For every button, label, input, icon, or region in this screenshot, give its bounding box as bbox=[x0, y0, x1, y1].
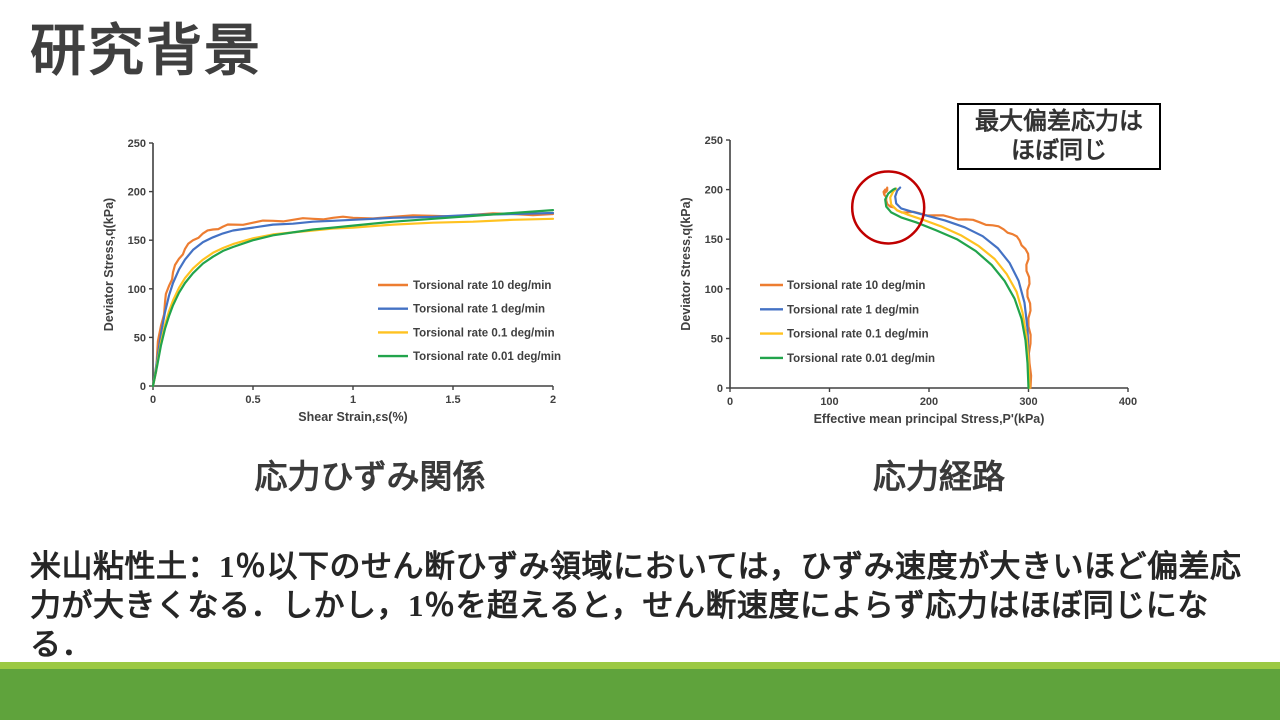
legend-label: Torsional rate 0.01 deg/min bbox=[787, 353, 935, 365]
legend-label: Torsional rate 10 deg/min bbox=[413, 280, 551, 292]
body-text: 米山粘性土：1％以下のせん断ひずみ領域においては，ひずみ速度が大きいほど偏差応力… bbox=[30, 549, 1242, 662]
caption-stress-strain: 応力ひずみ関係 bbox=[254, 460, 486, 496]
annotation-box: 最大偏差応力は ほぼ同じ bbox=[957, 103, 1161, 170]
x-tick-label: 100 bbox=[820, 396, 838, 408]
y-tick-label: 200 bbox=[705, 185, 723, 197]
axes bbox=[729, 140, 1128, 389]
series-line bbox=[889, 187, 1031, 390]
legend-label: Torsional rate 10 deg/min bbox=[787, 280, 925, 292]
series-line bbox=[151, 211, 555, 388]
legend-label: Torsional rate 1 deg/min bbox=[787, 304, 919, 316]
y-axis-label: Deviator Stress,q(kPa) bbox=[102, 198, 116, 331]
annotation-line-1: 最大偏差応力は bbox=[975, 109, 1143, 135]
x-tick-label: 0 bbox=[727, 396, 733, 408]
x-tick-label: 2 bbox=[550, 394, 556, 406]
x-tick-label: 0 bbox=[150, 394, 156, 406]
axes bbox=[152, 143, 553, 387]
x-tick-label: 1 bbox=[350, 394, 356, 406]
series-line bbox=[882, 186, 1033, 390]
y-tick-label: 150 bbox=[128, 235, 146, 247]
series-line bbox=[151, 217, 555, 388]
footer-dark-green-bar bbox=[0, 669, 1280, 720]
y-tick-label: 50 bbox=[711, 333, 723, 345]
y-tick-label: 250 bbox=[128, 138, 146, 150]
x-tick-label: 200 bbox=[920, 396, 938, 408]
y-axis-label: Deviator Stress,q(kPa) bbox=[679, 197, 693, 330]
y-tick-label: 0 bbox=[717, 383, 723, 395]
x-tick-label: 400 bbox=[1119, 396, 1137, 408]
stress-strain-chart: 0 0.5 1 1.5 2 0 50 100 150 200 250 Shear Strain,εs(… bbox=[102, 138, 561, 424]
stress-path-chart: 0 100 200 300 400 0 50 100 150 200 250 Effective me… bbox=[679, 135, 1137, 426]
series-line bbox=[151, 212, 555, 388]
legend-label: Torsional rate 0.1 deg/min bbox=[413, 327, 555, 339]
x-axis-label: Effective mean principal Stress,P'(kPa) bbox=[814, 412, 1045, 426]
highlight-circle bbox=[850, 170, 926, 245]
y-tick-label: 0 bbox=[140, 381, 146, 393]
y-tick-label: 100 bbox=[128, 284, 146, 296]
y-tick-label: 50 bbox=[134, 332, 146, 344]
x-axis-label: Shear Strain,εs(%) bbox=[298, 410, 407, 424]
legend-label: Torsional rate 1 deg/min bbox=[413, 304, 545, 316]
series-line bbox=[884, 187, 1030, 390]
legend-label: Torsional rate 0.1 deg/min bbox=[787, 329, 929, 341]
footer-light-green-strip bbox=[0, 662, 1280, 669]
y-tick-label: 150 bbox=[705, 234, 723, 246]
caption-stress-path: 応力経路 bbox=[873, 460, 1005, 496]
x-tick-label: 300 bbox=[1019, 396, 1037, 408]
x-tick-label: 1.5 bbox=[445, 394, 460, 406]
y-tick-label: 250 bbox=[705, 135, 723, 147]
y-tick-label: 200 bbox=[128, 187, 146, 199]
page-title: 研究背景 bbox=[30, 19, 262, 82]
x-tick-label: 0.5 bbox=[245, 394, 260, 406]
annotation-line-2: ほぼ同じ bbox=[1011, 138, 1107, 164]
series-line bbox=[151, 208, 555, 388]
legend-label: Torsional rate 0.01 deg/min bbox=[413, 351, 561, 363]
series-line bbox=[894, 186, 1031, 390]
y-tick-label: 100 bbox=[705, 284, 723, 296]
